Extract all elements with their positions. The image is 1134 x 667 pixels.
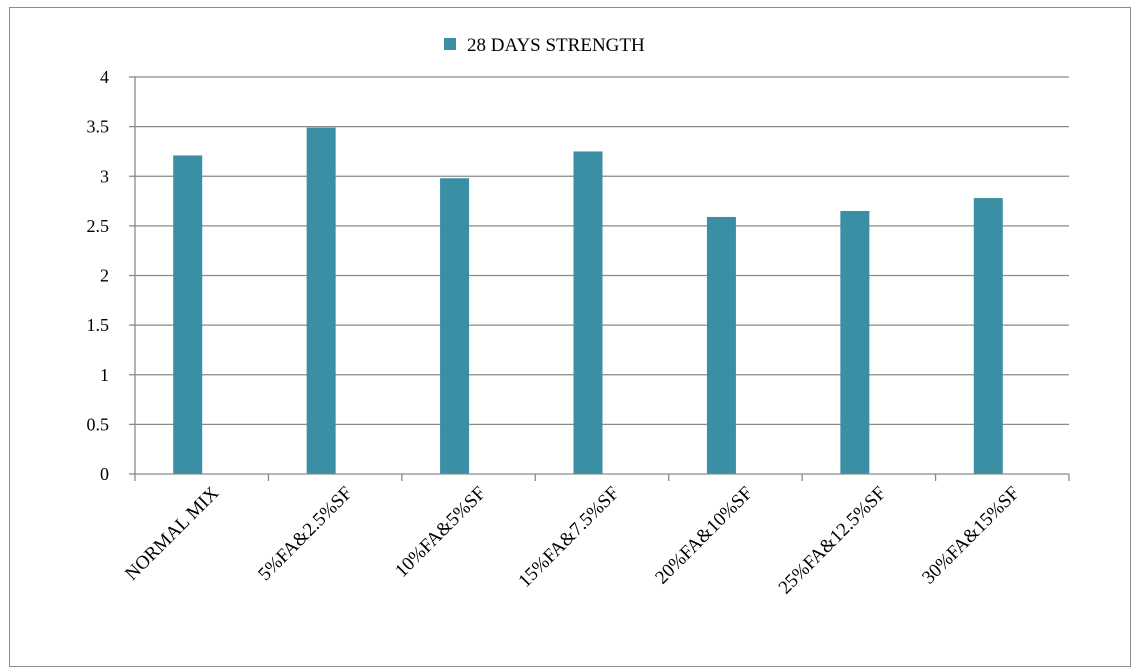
category-label: 25%FA&12.5%SF (775, 483, 891, 599)
category-label: 5%FA&2.5%SF (254, 483, 356, 585)
y-tick-label: 2.5 (87, 216, 110, 236)
y-tick-label: 1.5 (87, 315, 110, 335)
bars (173, 127, 1003, 475)
legend-swatch (444, 38, 456, 50)
category-label: NORMAL MIX (121, 482, 223, 584)
bar (840, 210, 870, 475)
y-tick-labels: 0 0.5 1 1.5 2 2.5 3 3.5 4 (87, 67, 110, 484)
bar (173, 155, 203, 474)
y-tick-label: 0 (100, 464, 109, 484)
axes (134, 77, 1069, 475)
category-label: 15%FA&7.5%SF (514, 483, 623, 592)
y-tick-label: 1 (100, 365, 109, 385)
bar-chart: 0 0.5 1 1.5 2 2.5 3 3.5 4 NORMAL MIX 5%FA&2.5%SF 1… (87, 35, 1070, 598)
y-tick-label: 3.5 (87, 117, 110, 137)
y-tick-label: 3 (100, 166, 109, 186)
x-tick-marks (134, 474, 1070, 481)
legend-label: 28 DAYS STRENGTH (467, 35, 645, 56)
bar (306, 127, 336, 475)
y-tick-label: 4 (100, 67, 109, 87)
bar (973, 198, 1003, 474)
category-label: 20%FA&10%SF (651, 483, 757, 589)
category-label: 10%FA&5%SF (391, 483, 490, 582)
category-labels: NORMAL MIX 5%FA&2.5%SF 10%FA&5%SF 15%FA&7.5… (121, 482, 1024, 598)
bar (573, 151, 603, 474)
bar (706, 216, 736, 474)
y-tick-label: 0.5 (87, 414, 110, 434)
category-label: 30%FA&15%SF (918, 483, 1024, 589)
legend: 28 DAYS STRENGTH (444, 35, 645, 56)
bar (440, 178, 470, 475)
y-tick-label: 2 (100, 266, 109, 286)
